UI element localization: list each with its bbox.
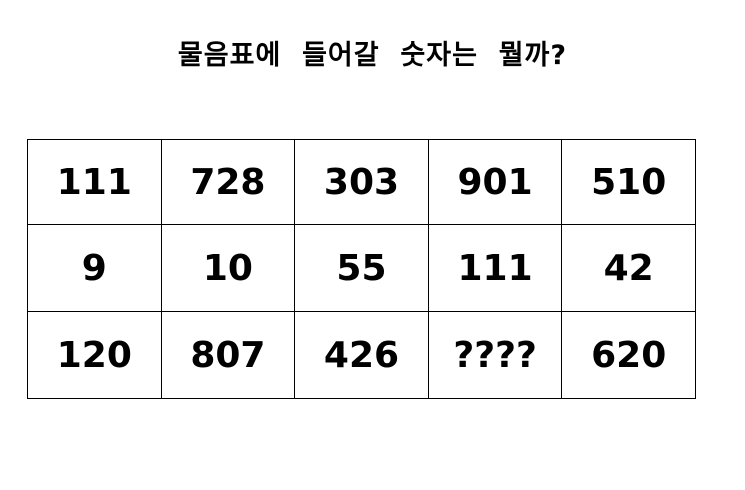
grid-row-3: 120 807 426 ???? 620	[27, 311, 696, 399]
grid-row-1: 111 728 303 901 510	[27, 139, 696, 225]
grid-row-2: 9 10 55 111 42	[27, 224, 696, 312]
grid-cell: 10	[160, 224, 296, 312]
grid-cell: 620	[561, 311, 696, 399]
grid-cell: 901	[427, 139, 563, 225]
grid-cell: 111	[27, 139, 162, 225]
grid-cell: 807	[160, 311, 296, 399]
grid-cell: 728	[160, 139, 296, 225]
number-grid: 111 728 303 901 510 9 10 55 111 42 120 8…	[27, 139, 696, 399]
grid-cell-unknown: ????	[427, 311, 563, 399]
grid-cell: 111	[427, 224, 563, 312]
grid-cell: 426	[294, 311, 429, 399]
grid-cell: 9	[27, 224, 162, 312]
grid-cell: 510	[561, 139, 696, 225]
grid-cell: 55	[294, 224, 429, 312]
puzzle-title: 물음표에 들어갈 숫자는 뭘까?	[177, 40, 568, 71]
grid-cell: 120	[27, 311, 162, 399]
grid-cell: 303	[294, 139, 429, 225]
grid-cell: 42	[561, 224, 696, 312]
